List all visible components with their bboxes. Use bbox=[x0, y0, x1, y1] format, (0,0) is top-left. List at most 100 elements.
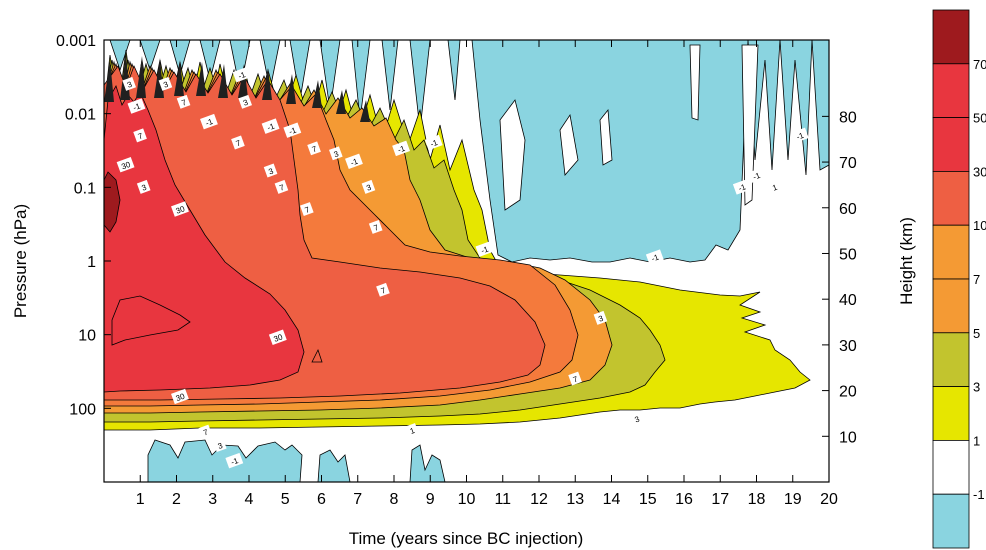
x-tick-label: 9 bbox=[426, 491, 435, 508]
contour-label-box bbox=[568, 371, 582, 386]
contour-label: 7 bbox=[198, 424, 213, 439]
x-tick-label: 3 bbox=[208, 491, 217, 508]
contour-label-text: 1 bbox=[409, 426, 417, 436]
contour-label: 3 bbox=[122, 76, 137, 91]
contour-label-box bbox=[376, 282, 390, 297]
contour-label: 7 bbox=[300, 202, 314, 217]
contour-label-box bbox=[405, 423, 419, 438]
x-tick-label: 2 bbox=[172, 491, 181, 508]
contour-label-text: 3 bbox=[333, 149, 341, 159]
contour-label: -1 bbox=[232, 66, 251, 83]
contour-label-text: 7 bbox=[137, 131, 145, 141]
y-axis-height: 10 20 30 40 50 60 70 80 bbox=[822, 109, 857, 446]
contour-label: 7 bbox=[176, 94, 191, 109]
contour-label-text: -1 bbox=[650, 252, 660, 263]
colorbar-swatch bbox=[932, 278, 970, 334]
contour-label-text: 3 bbox=[162, 80, 170, 90]
colorbar-label: 5 bbox=[973, 326, 980, 341]
contour-label: 30 bbox=[116, 156, 135, 173]
x-tick-label: 5 bbox=[281, 491, 290, 508]
contour-label-box bbox=[274, 179, 289, 194]
contour-label-text: 30 bbox=[120, 160, 132, 172]
x-tick-label: 7 bbox=[353, 491, 362, 508]
contour-label: -1 bbox=[225, 452, 244, 469]
contour-label: 3 bbox=[263, 163, 278, 178]
region-white-gap-4 bbox=[559, 113, 579, 176]
y-tick-label: 0.01 bbox=[65, 107, 96, 124]
contour-label-box bbox=[261, 118, 280, 134]
colorbar-swatch bbox=[932, 117, 970, 172]
contour-label: 7 bbox=[274, 179, 289, 194]
y-axis-title: Pressure (hPa) bbox=[11, 204, 30, 318]
x-tick-label: 14 bbox=[603, 491, 621, 508]
contour-label: -1 bbox=[747, 167, 766, 184]
contour-label: 3 bbox=[238, 94, 253, 109]
contour-label: 3 bbox=[213, 438, 227, 453]
contour-label-text: -1 bbox=[266, 121, 276, 132]
region-white-gap-1 bbox=[689, 44, 701, 121]
contour-label-box bbox=[345, 153, 363, 170]
colorbar-label: 50 bbox=[973, 111, 986, 126]
contour-label-text: 7 bbox=[572, 374, 580, 384]
contour-label-box bbox=[629, 411, 644, 426]
contour-label-text: 3 bbox=[126, 80, 134, 90]
x-tick-label: 12 bbox=[530, 491, 548, 508]
colorbar-swatch bbox=[932, 170, 970, 226]
contour-label: 30 bbox=[171, 201, 189, 217]
contour-label-text: -1 bbox=[230, 456, 240, 467]
colorbar-swatch bbox=[932, 224, 970, 280]
colorbar-swatch bbox=[932, 332, 970, 387]
contour-label-box bbox=[475, 241, 494, 257]
contour-label: -1 bbox=[732, 179, 751, 195]
contour-label: 30 bbox=[268, 329, 287, 345]
contour-label-box bbox=[213, 438, 227, 453]
y-tick-label: 100 bbox=[69, 401, 96, 418]
colorbar-label: 7 bbox=[973, 272, 980, 287]
contour-label-box bbox=[176, 94, 191, 109]
contour-label: 3 bbox=[136, 179, 151, 194]
contour-label-text: 3 bbox=[597, 314, 605, 324]
contour-label-box bbox=[368, 219, 383, 234]
y2-tick-label: 20 bbox=[839, 384, 857, 401]
contour-label-box bbox=[767, 179, 782, 194]
contour-label-box bbox=[225, 452, 244, 469]
contour-label-box bbox=[122, 76, 137, 91]
x-tick-label: 13 bbox=[566, 491, 584, 508]
y-tick-label: 0.1 bbox=[74, 180, 96, 197]
contour-label-box bbox=[232, 66, 251, 83]
y2-tick-label: 10 bbox=[839, 429, 857, 446]
contour-label-text: 3 bbox=[217, 441, 225, 451]
contour-label-text: 7 bbox=[304, 205, 312, 215]
contour-label-box bbox=[127, 98, 146, 114]
contour-label-text: 7 bbox=[380, 286, 388, 296]
contour-label-text: 7 bbox=[372, 223, 380, 233]
contour-label-box bbox=[790, 127, 809, 144]
region-white-gap-5 bbox=[599, 108, 613, 166]
x-tick-label: 1 bbox=[136, 491, 145, 508]
contour-label-box bbox=[171, 388, 189, 405]
contour-label-text: -1 bbox=[737, 182, 747, 193]
contour-label-text: 3 bbox=[633, 414, 641, 424]
y2-tick-label: 50 bbox=[839, 246, 857, 263]
contour-label: 1 bbox=[405, 423, 419, 438]
contour-label-text: 3 bbox=[242, 98, 250, 108]
contour-label: 3 bbox=[329, 146, 343, 161]
contour-label-text: -1 bbox=[349, 157, 359, 168]
region-top-spikes bbox=[104, 52, 370, 122]
x-tick-label: 8 bbox=[390, 491, 399, 508]
region-below-minus1-lower bbox=[147, 439, 303, 482]
y2-tick-label: 60 bbox=[839, 201, 857, 218]
contour-label-box bbox=[361, 179, 376, 194]
y-tick-label: 1 bbox=[87, 254, 96, 271]
region-white-gap-2 bbox=[741, 44, 759, 206]
y2-tick-label: 80 bbox=[839, 109, 857, 126]
contour-label-text: -1 bbox=[237, 70, 247, 81]
contour-label: -1 bbox=[200, 113, 218, 130]
contour-label: -1 bbox=[645, 249, 664, 265]
colorbar-label: 30 bbox=[973, 164, 986, 179]
contour-line-30-inner bbox=[111, 295, 191, 346]
contour-label: 3 bbox=[361, 179, 376, 194]
contour-label-text: 7 bbox=[311, 144, 319, 154]
contour-label-box bbox=[392, 140, 411, 157]
